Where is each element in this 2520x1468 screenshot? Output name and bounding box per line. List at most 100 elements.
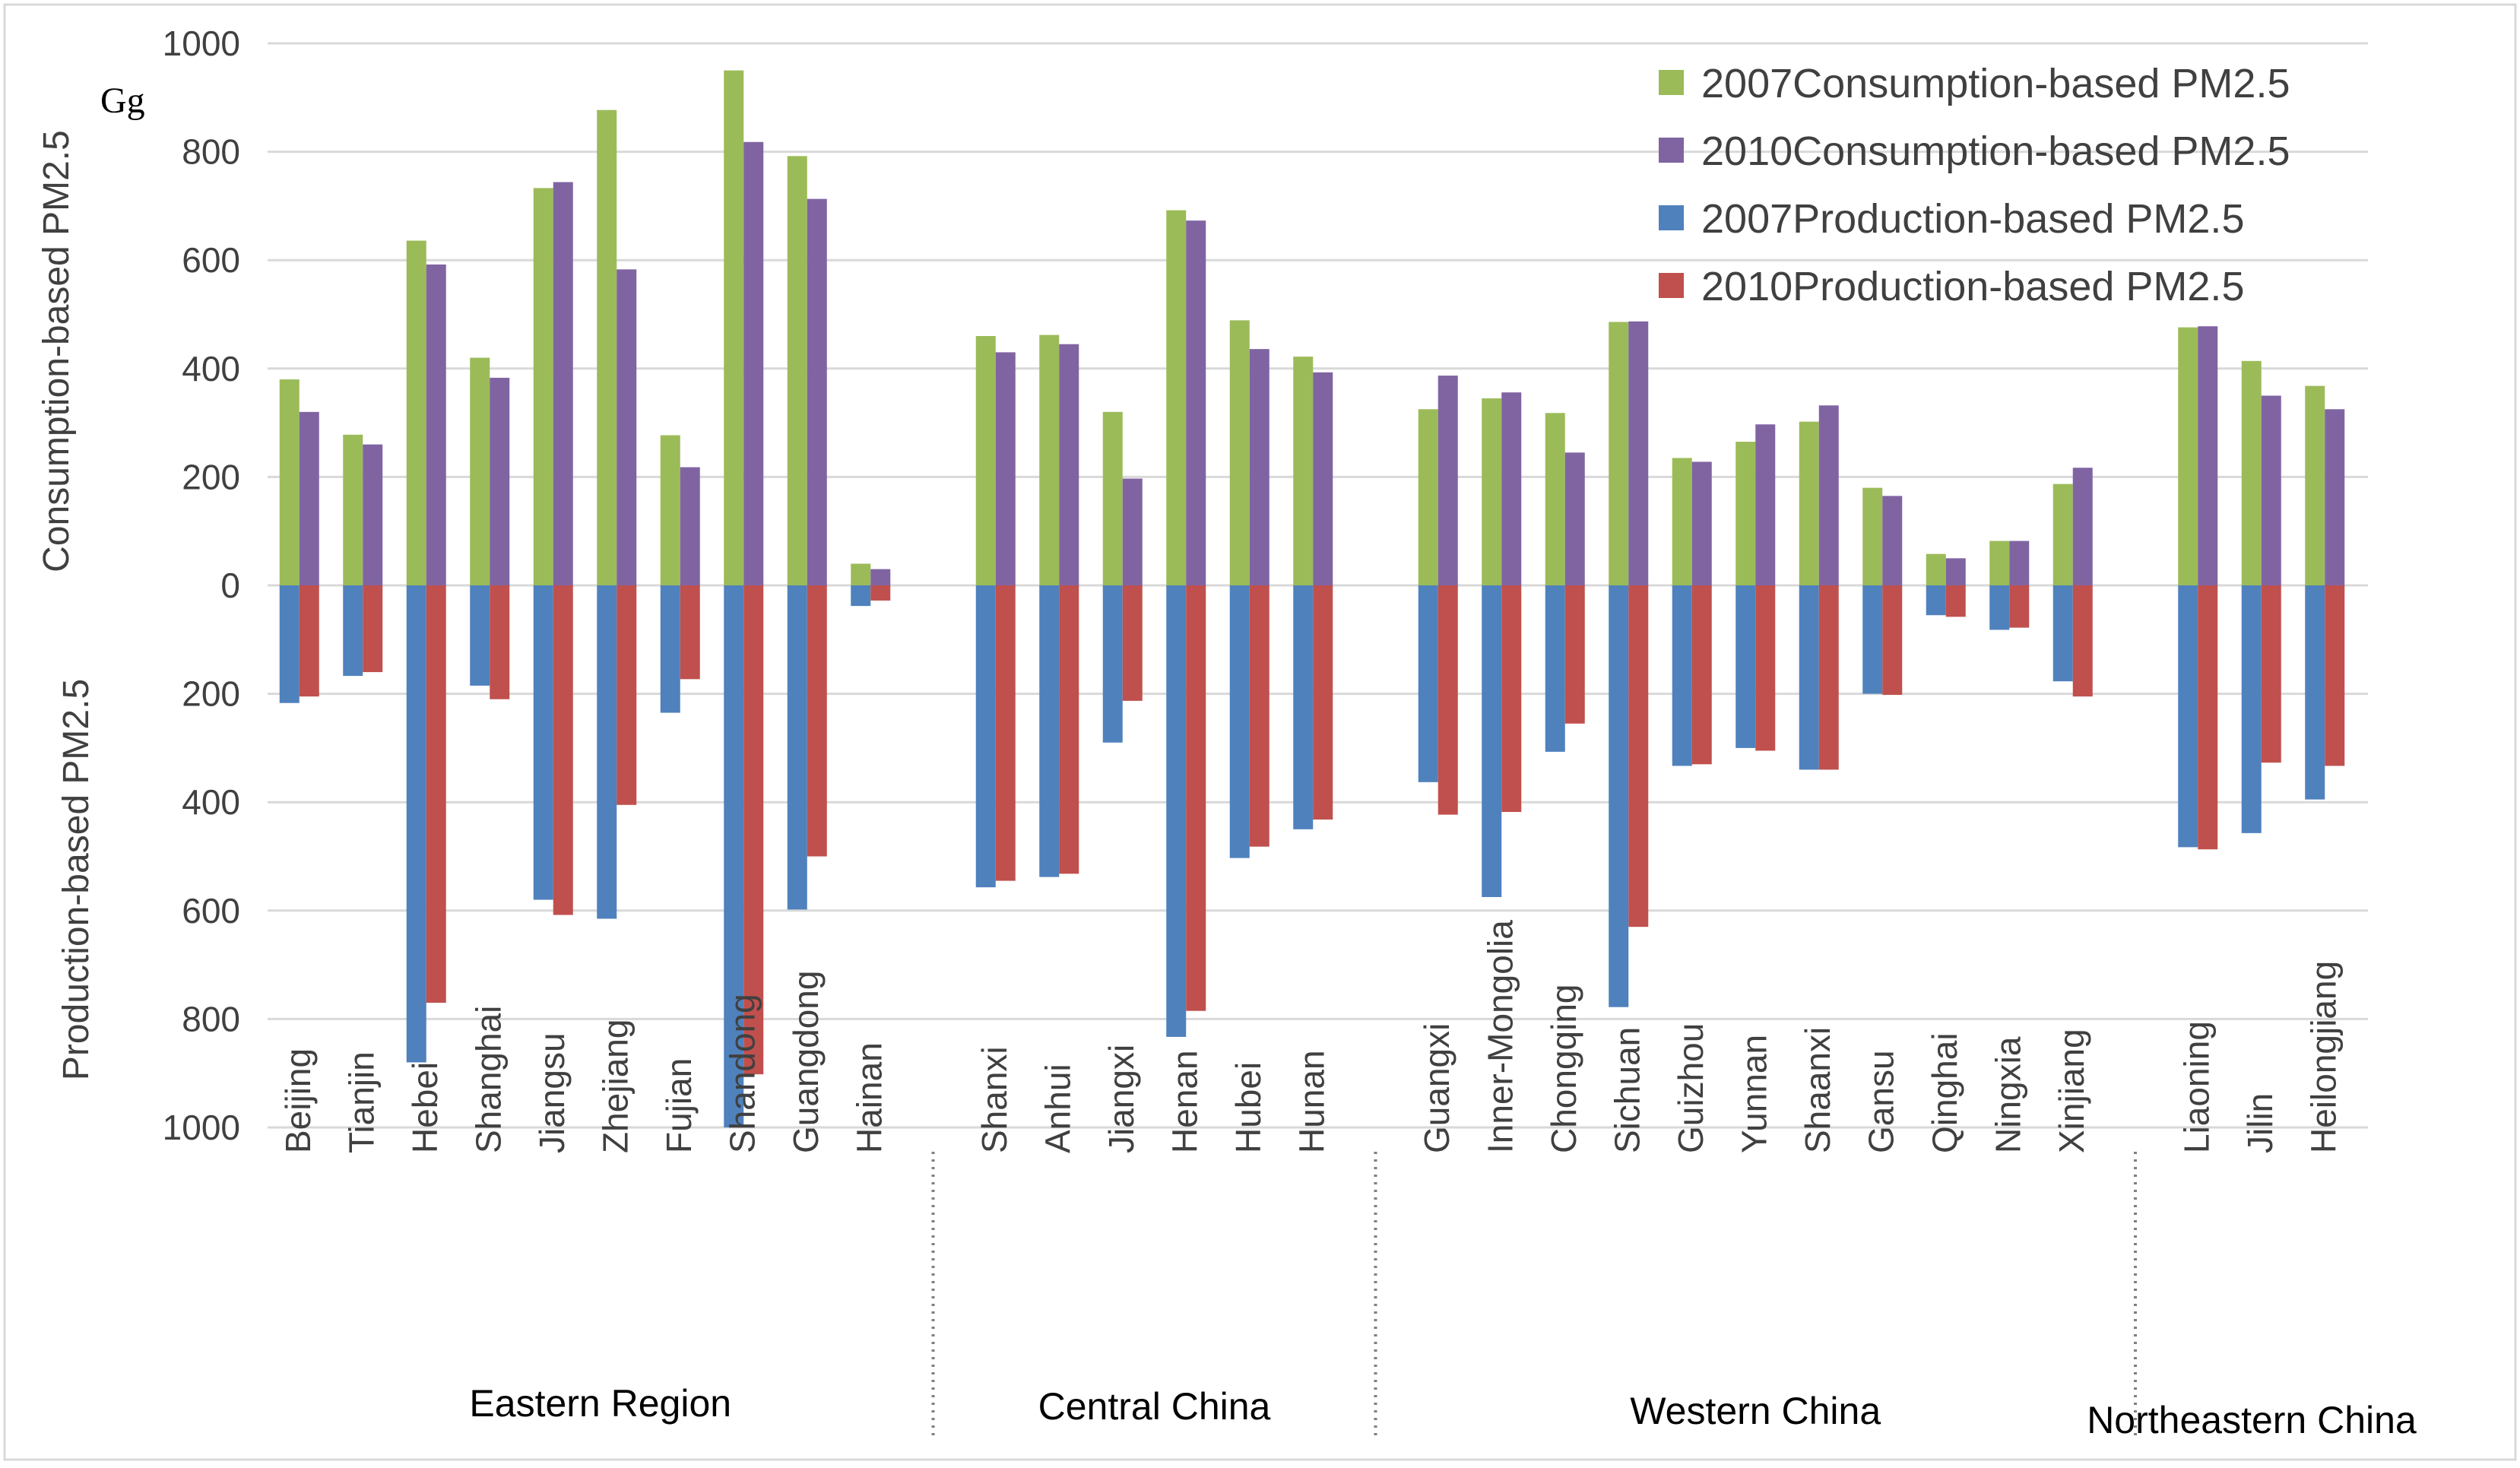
legend-label-c2007: 2007Consumption-based PM2.5: [1701, 61, 2290, 106]
region-label: Central China: [1038, 1385, 1271, 1428]
bar-p2007-hunan: [1293, 585, 1314, 829]
bar-c2007-hubei: [1229, 320, 1250, 585]
x-tick-label: Yunnan: [1734, 1035, 1774, 1153]
bar-p2010-hainan: [870, 585, 891, 601]
bar-c2007-jiangsu: [533, 188, 553, 586]
bar-c2010-hebei: [426, 264, 446, 585]
bar-c2007-shandong: [724, 70, 744, 585]
bar-p2010-hunan: [1313, 585, 1333, 820]
bar-p2010-jiangxi: [1122, 585, 1143, 701]
bar-c2010-fujian: [680, 467, 700, 585]
bar-p2010-zhejiang: [617, 585, 637, 805]
y-tick-label: 800: [182, 132, 240, 172]
bar-p2010-hebei: [426, 585, 446, 1004]
bar-p2007-anhui: [1039, 585, 1060, 877]
bar-c2007-shanghai: [470, 357, 490, 585]
x-tick-label: Heilongjiang: [2303, 961, 2343, 1153]
bar-p2010-inner-mongolia: [1501, 585, 1522, 813]
x-tick-label: Beijing: [278, 1048, 318, 1153]
y-axis-title-upper: Consumption-based PM2.5: [36, 130, 77, 572]
x-tick-label: Guangxi: [1417, 1023, 1457, 1153]
legend-swatch-p2010: [1659, 273, 1684, 298]
bar-p2007-zhejiang: [597, 585, 617, 919]
bar-c2007-henan: [1166, 210, 1187, 585]
bar-p2010-sichuan: [1628, 585, 1649, 927]
bar-p2010-shaanxi: [1818, 585, 1839, 770]
y-axis-title-lower: Production-based PM2.5: [56, 679, 97, 1080]
bar-p2010-hubei: [1249, 585, 1270, 847]
bar-p2010-jiangsu: [553, 585, 573, 915]
y-tick-label: 600: [182, 891, 240, 931]
bar-c2007-heilongjiang: [2305, 385, 2325, 585]
bar-marks: [279, 70, 2345, 1127]
legend-label-c2010: 2010Consumption-based PM2.5: [1701, 128, 2290, 174]
bar-c2007-gansu: [1862, 487, 1883, 585]
x-tick-label: Zhejiang: [595, 1019, 635, 1153]
y-tick-label: 0: [220, 566, 240, 605]
bar-p2007-shanghai: [470, 585, 490, 686]
bar-p2010-yunnan: [1755, 585, 1776, 751]
bar-c2007-zhejiang: [597, 109, 617, 586]
x-tick-label: Fujian: [659, 1058, 699, 1153]
bar-p2010-fujian: [680, 585, 700, 680]
bar-p2010-xinjiang: [2072, 585, 2093, 697]
bar-c2007-yunnan: [1735, 442, 1756, 585]
bar-c2010-jilin: [2261, 395, 2281, 585]
x-tick-label: Liaoning: [2176, 1021, 2216, 1153]
y-tick-labels: 1000 800 600 400 200 0 200 400 600 800 1000: [163, 24, 240, 1147]
bar-c2010-henan: [1186, 220, 1206, 585]
bar-c2010-hainan: [870, 569, 891, 585]
bar-c2010-sichuan: [1628, 321, 1649, 585]
x-tick-label: Shandong: [722, 994, 762, 1153]
region-label: Northeastern China: [2087, 1399, 2417, 1441]
x-tick-labels: Beijing Tianjin Hebei Shanghai Jiangsu Zhejia…: [278, 920, 2344, 1153]
bar-p2010-heilongjiang: [2325, 585, 2345, 766]
bar-p2007-inner-mongolia: [1482, 585, 1502, 897]
bar-p2007-shanxi: [975, 585, 996, 888]
bar-p2007-fujian: [660, 585, 680, 713]
bar-c2007-guangxi: [1418, 409, 1438, 585]
bar-c2010-liaoning: [2198, 326, 2218, 585]
region-labels: Eastern Region Central China Western China…: [469, 1382, 2417, 1441]
bar-c2010-xinjiang: [2072, 468, 2093, 585]
bar-c2007-jiangxi: [1102, 411, 1123, 585]
bar-c2010-jiangsu: [553, 182, 573, 585]
bar-p2007-hebei: [406, 585, 426, 1063]
bar-p2010-qinghai: [1945, 585, 1966, 617]
x-tick-label: Sichuan: [1607, 1027, 1647, 1153]
bar-c2010-qinghai: [1945, 558, 1966, 585]
x-tick-label: Shaanxi: [1798, 1027, 1837, 1153]
bar-c2010-shaanxi: [1818, 405, 1839, 585]
bar-c2010-inner-mongolia: [1501, 392, 1522, 585]
bar-p2007-hainan: [851, 585, 871, 607]
bar-p2010-guangdong: [807, 585, 827, 857]
bar-p2010-anhui: [1059, 585, 1079, 874]
bar-c2007-liaoning: [2178, 327, 2198, 585]
bar-p2007-jiangsu: [533, 585, 553, 900]
bar-c2010-hubei: [1249, 349, 1270, 585]
x-tick-label: Guizhou: [1671, 1023, 1710, 1153]
bar-p2010-beijing: [299, 585, 319, 697]
bar-c2010-shanghai: [490, 377, 510, 585]
unit-label: Gg: [100, 81, 145, 121]
y-tick-label: 600: [182, 240, 240, 280]
bar-c2007-guizhou: [1672, 458, 1692, 585]
bar-p2010-jilin: [2261, 585, 2281, 763]
bar-c2007-fujian: [660, 435, 680, 585]
bar-c2007-chongqing: [1545, 413, 1565, 585]
bar-c2010-guangxi: [1438, 376, 1458, 585]
y-tick-label: 1000: [163, 1108, 240, 1147]
bar-p2007-guangxi: [1418, 585, 1438, 782]
bar-p2010-chongqing: [1564, 585, 1585, 724]
bar-p2007-qinghai: [1926, 585, 1946, 616]
bar-p2007-liaoning: [2178, 585, 2198, 848]
bar-c2007-tianjin: [343, 434, 363, 585]
bar-c2007-shaanxi: [1799, 421, 1819, 585]
bar-c2010-jiangxi: [1122, 478, 1143, 585]
region-label: Eastern Region: [469, 1382, 731, 1425]
bar-c2010-zhejiang: [617, 269, 637, 585]
bar-p2007-jilin: [2241, 585, 2262, 833]
bar-p2007-shaanxi: [1799, 585, 1819, 770]
bar-p2007-chongqing: [1545, 585, 1565, 752]
bar-c2010-shandong: [743, 141, 764, 586]
